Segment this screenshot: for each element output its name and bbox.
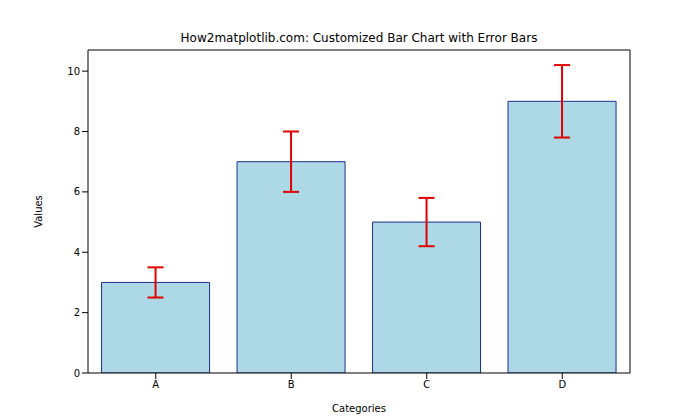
svg-text:Values: Values	[33, 195, 44, 228]
svg-text:6: 6	[74, 186, 80, 197]
svg-text:D: D	[558, 379, 566, 390]
svg-text:2: 2	[74, 307, 80, 318]
svg-text:8: 8	[74, 126, 80, 137]
html-text:How2matplotlib.com: Customized: How2matplotlib.com: Customized Bar Chart…	[180, 31, 538, 45]
svg-text:0: 0	[74, 368, 80, 379]
svg-text:Categories: Categories	[332, 403, 386, 414]
svg-text:B: B	[288, 379, 295, 390]
svg-text:A: A	[152, 379, 159, 390]
svg-text:4: 4	[74, 247, 80, 258]
svg-text:C: C	[423, 379, 430, 390]
svg-text:10: 10	[67, 66, 80, 77]
